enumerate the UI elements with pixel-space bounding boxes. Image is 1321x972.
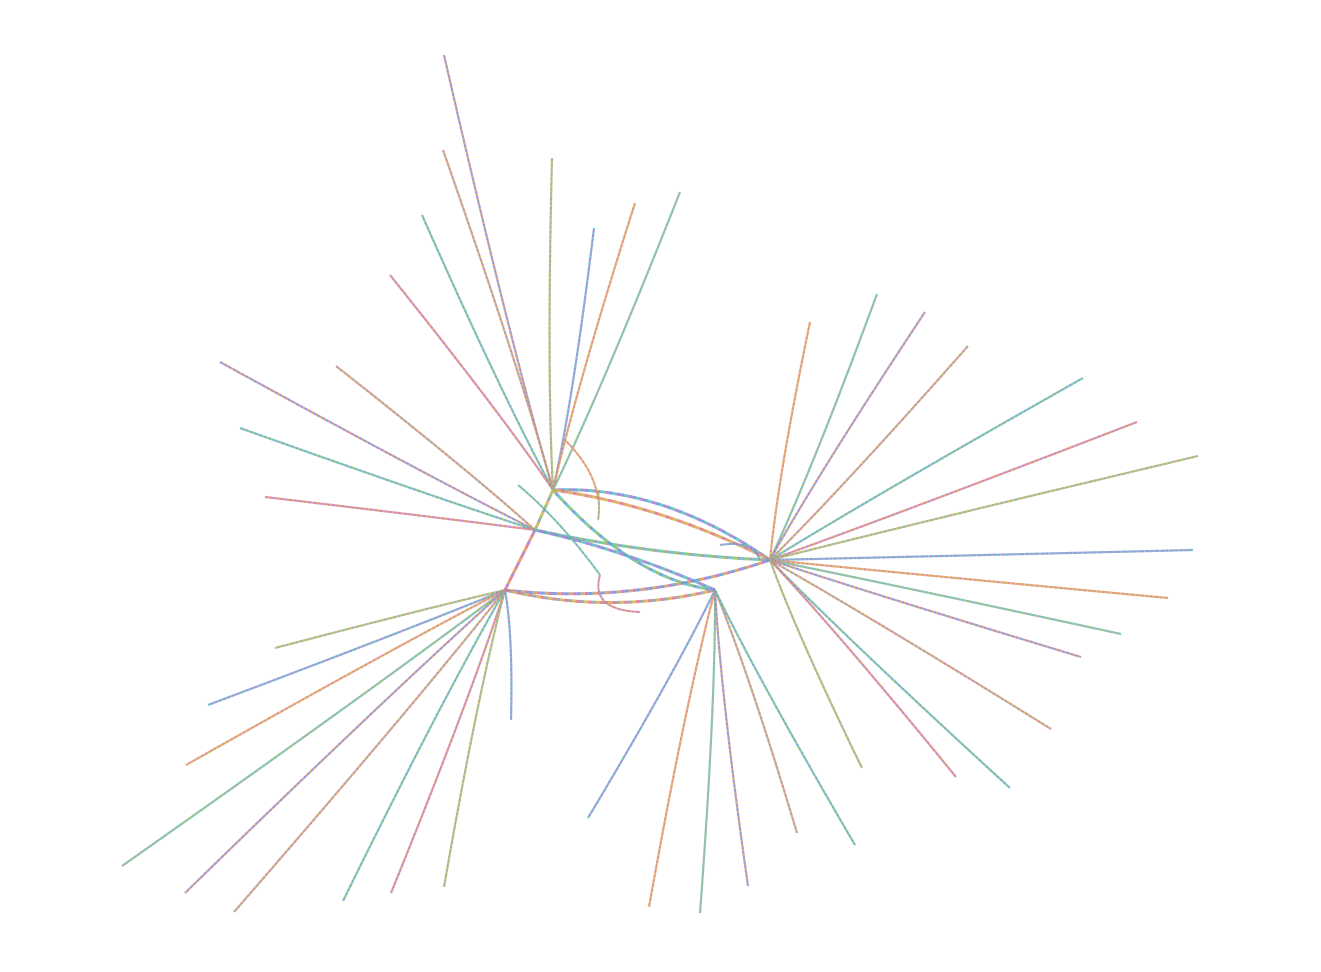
network-edge <box>219 361 536 531</box>
network-edge <box>769 345 969 561</box>
network-edge <box>769 559 1052 730</box>
network-edge <box>769 558 1169 600</box>
network-edge <box>185 589 506 766</box>
network-edge <box>769 548 1194 562</box>
network-edge <box>264 495 536 532</box>
network-edge <box>552 488 771 562</box>
network-edge <box>420 214 554 491</box>
network-edge <box>768 559 863 769</box>
network-edge <box>207 588 506 707</box>
network-edge <box>768 321 812 561</box>
network-edge <box>442 589 507 888</box>
network-edge <box>504 558 771 596</box>
network-edge <box>698 589 717 914</box>
network-edge <box>335 365 536 531</box>
network-edge <box>769 558 1082 659</box>
network-edge <box>713 589 799 834</box>
network-edge <box>713 589 750 887</box>
network-edge <box>503 589 513 721</box>
network-edge <box>548 157 555 491</box>
network-edge <box>517 484 601 576</box>
network-edge <box>534 528 716 592</box>
network-edge <box>647 589 717 908</box>
network-edge <box>714 589 856 846</box>
network-edge <box>441 149 555 491</box>
network-edge <box>239 426 536 532</box>
network-edge <box>769 559 957 778</box>
network-edge <box>769 311 926 561</box>
network-edge <box>389 274 554 491</box>
network-edge <box>587 589 716 819</box>
network-edge <box>769 377 1084 561</box>
network-edge <box>769 420 1138 562</box>
network-edge <box>552 191 682 491</box>
network-edge <box>184 589 506 894</box>
network-edge <box>769 558 1122 636</box>
network-edge <box>274 588 506 650</box>
network-edge <box>597 489 600 521</box>
network-edge <box>389 589 507 894</box>
network-edge <box>597 574 641 613</box>
network-edge <box>503 529 537 591</box>
network-edge <box>551 488 716 592</box>
network-edge <box>769 559 1011 789</box>
network-edge <box>504 588 716 604</box>
network-edge <box>564 439 599 501</box>
network-edge <box>769 454 1199 562</box>
network-edge <box>442 54 555 491</box>
network-edge <box>121 589 506 867</box>
network-edge <box>342 589 506 902</box>
network-edge <box>233 589 506 913</box>
network-edge <box>551 202 637 491</box>
network-edge <box>552 488 771 562</box>
network-edge <box>719 543 761 561</box>
network-edge <box>769 293 879 561</box>
